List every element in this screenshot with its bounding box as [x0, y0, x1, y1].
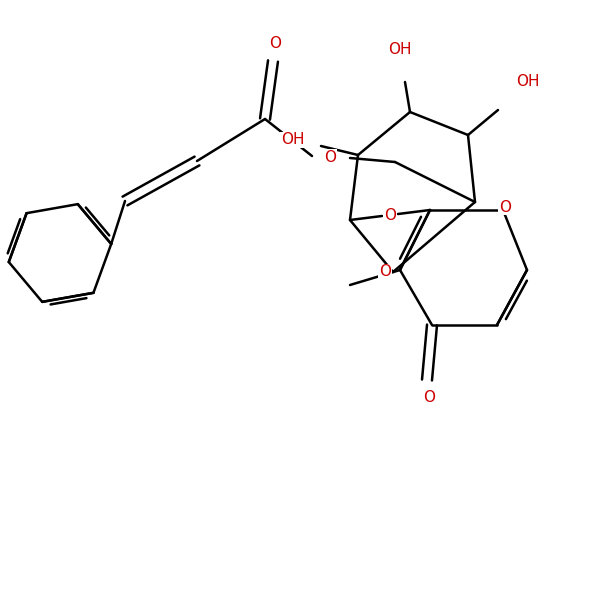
Text: OH: OH	[516, 74, 540, 89]
Text: O: O	[269, 35, 281, 50]
Text: O: O	[379, 265, 391, 280]
Text: OH: OH	[388, 41, 412, 56]
Text: O: O	[499, 199, 511, 214]
Text: O: O	[324, 149, 336, 164]
Text: O: O	[423, 391, 435, 406]
Text: O: O	[384, 208, 396, 223]
Text: OH: OH	[281, 133, 305, 148]
